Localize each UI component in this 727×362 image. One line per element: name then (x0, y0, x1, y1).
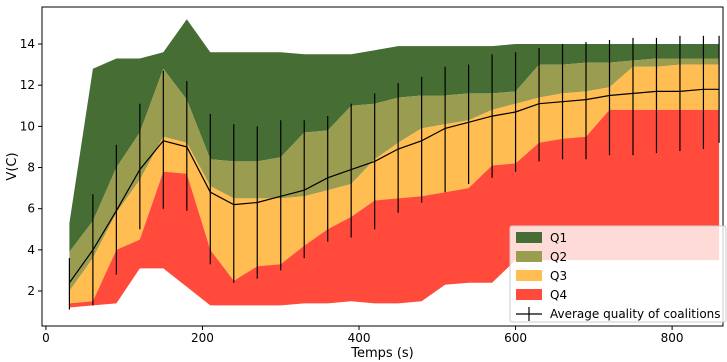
legend-label: Q2 (550, 250, 567, 264)
y-tick-label: 14 (20, 37, 35, 51)
x-tick-label: 200 (191, 331, 214, 345)
area-band-q2 (69, 58, 720, 291)
x-tick-label: 400 (348, 331, 371, 345)
legend-swatch-q1 (516, 232, 542, 243)
x-tick-label: 0 (42, 331, 50, 345)
legend-box (509, 225, 727, 323)
y-tick-label: 8 (27, 161, 35, 175)
area-band-q1 (69, 19, 720, 252)
legend-swatch-q4 (516, 289, 542, 300)
axes: 0 200 400 600 800 2 4 6 8 10 12 14 (20, 6, 724, 345)
y-axis-label: V(C) (5, 152, 20, 180)
mean-line (68, 88, 720, 284)
legend: Q1 Q2 Q3 Q4 Average quality of coalitions (509, 225, 727, 323)
mean-series (68, 35, 720, 310)
x-tick-label: 600 (504, 331, 527, 345)
legend-label: Average quality of coalitions (550, 307, 721, 321)
legend-label: Q1 (550, 231, 567, 245)
x-axis-label: Temps (s) (350, 346, 413, 361)
y-tick-label: 10 (20, 119, 35, 133)
legend-label: Q4 (550, 288, 567, 302)
legend-swatch-q3 (516, 270, 542, 281)
y-tick-label: 4 (27, 243, 35, 257)
x-tick-label: 800 (661, 331, 684, 345)
plot-frame (41, 6, 724, 327)
y-tick-label: 6 (27, 202, 35, 216)
legend-label: Q3 (550, 269, 567, 283)
y-tick-label: 2 (27, 284, 35, 298)
y-tick-label: 12 (20, 78, 35, 92)
legend-swatch-q2 (516, 251, 542, 262)
area-band-q3 (69, 64, 720, 304)
